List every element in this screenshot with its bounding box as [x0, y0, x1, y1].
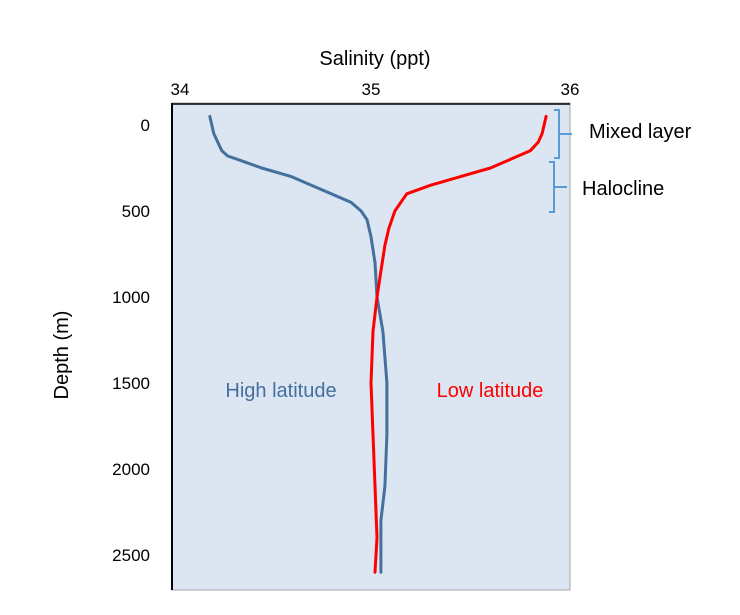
mixed-layer-bracket — [554, 109, 572, 159]
halocline-label: Halocline — [582, 178, 664, 200]
y-tick-labels: 0 500 1000 1500 2000 2500 — [112, 116, 150, 565]
series-line-low-latitude — [369, 114, 548, 574]
x-axis-title: Salinity (ppt) — [319, 48, 430, 70]
halocline-bracket — [549, 161, 567, 213]
x-tick-label: 34 — [171, 80, 190, 99]
y-tick-label: 2500 — [112, 546, 150, 565]
y-tick-label: 1500 — [112, 374, 150, 393]
y-tick-label: 500 — [122, 202, 150, 221]
y-tick-label: 0 — [141, 116, 150, 135]
series-line-high-latitude — [208, 114, 389, 574]
y-tick-label: 2000 — [112, 460, 150, 479]
mixed-layer-label: Mixed layer — [589, 121, 692, 143]
x-tick-labels: 34 35 36 — [171, 80, 580, 99]
x-tick-label: 35 — [362, 80, 381, 99]
y-tick-label: 1000 — [112, 288, 150, 307]
series-label-low-latitude: Low latitude — [437, 380, 544, 402]
x-tick-label: 36 — [561, 80, 580, 99]
series-label-high-latitude: High latitude — [225, 380, 336, 402]
y-axis-title: Depth (m) — [51, 311, 73, 400]
